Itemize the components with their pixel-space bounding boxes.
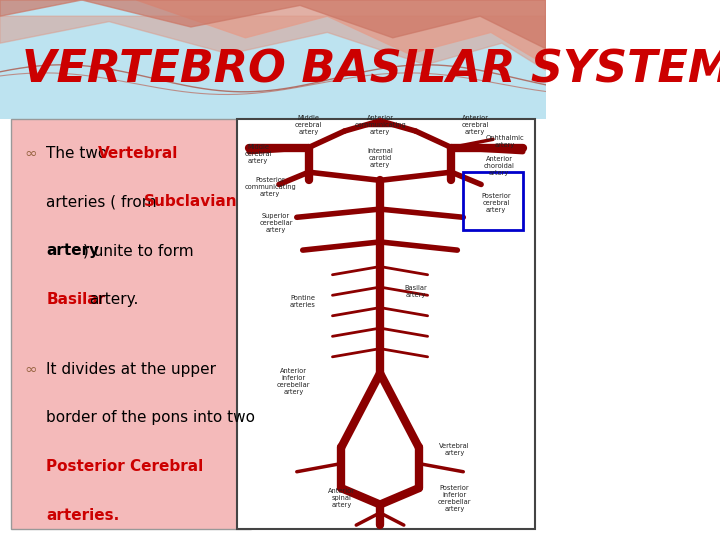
Text: Middle
cerebral
artery: Middle cerebral artery <box>295 115 323 135</box>
Polygon shape <box>136 0 546 65</box>
Text: ) unite to form: ) unite to form <box>84 243 194 258</box>
Text: Anterior
cerebral
artery: Anterior cerebral artery <box>462 115 489 135</box>
Text: Anterior
inferior
cerebellar
artery: Anterior inferior cerebellar artery <box>277 368 310 395</box>
Polygon shape <box>0 16 546 70</box>
Text: Basilar
artery: Basilar artery <box>405 285 427 298</box>
Text: Pontine
arteries: Pontine arteries <box>289 295 315 308</box>
Text: arteries ( from: arteries ( from <box>46 194 162 210</box>
Text: Superior
cerebellar
artery: Superior cerebellar artery <box>259 213 293 233</box>
Text: Anterior
communicating
artery: Anterior communicating artery <box>354 115 406 135</box>
Polygon shape <box>0 0 546 49</box>
Text: artery: artery <box>46 243 99 258</box>
Text: Internal
carotid
artery: Internal carotid artery <box>367 148 393 168</box>
Text: Subclavian: Subclavian <box>143 194 237 210</box>
Text: It divides at the upper: It divides at the upper <box>46 362 217 377</box>
Text: Vertebral
artery: Vertebral artery <box>439 443 469 456</box>
Text: Middle
cerebral
artery: Middle cerebral artery <box>244 144 272 164</box>
FancyBboxPatch shape <box>11 119 251 529</box>
Text: Posterior Cerebral: Posterior Cerebral <box>46 459 204 474</box>
Text: Vertebral: Vertebral <box>98 146 179 161</box>
FancyBboxPatch shape <box>0 0 546 119</box>
Text: Basilar: Basilar <box>46 292 106 307</box>
Text: artery.: artery. <box>89 292 138 307</box>
Bar <box>463 172 523 229</box>
Text: Posterior
cerebral
artery: Posterior cerebral artery <box>481 193 510 213</box>
Text: Anterior
choroidal
artery: Anterior choroidal artery <box>484 156 514 176</box>
Text: ∞: ∞ <box>24 146 37 161</box>
Text: Ophthalmic
artery: Ophthalmic artery <box>485 135 524 148</box>
FancyBboxPatch shape <box>238 119 535 529</box>
Text: Posterior
communicating
artery: Posterior communicating artery <box>244 177 296 197</box>
Text: VERTEBRO BASILAR SYSTEM: VERTEBRO BASILAR SYSTEM <box>22 49 720 92</box>
Text: The two: The two <box>46 146 112 161</box>
Text: ∞: ∞ <box>24 362 37 377</box>
Text: border of the pons into two: border of the pons into two <box>46 410 256 426</box>
Text: Anterior
spinal
artery: Anterior spinal artery <box>328 488 355 509</box>
Text: Posterior
inferior
cerebellar
artery: Posterior inferior cerebellar artery <box>438 485 471 512</box>
Text: arteries.: arteries. <box>46 508 120 523</box>
